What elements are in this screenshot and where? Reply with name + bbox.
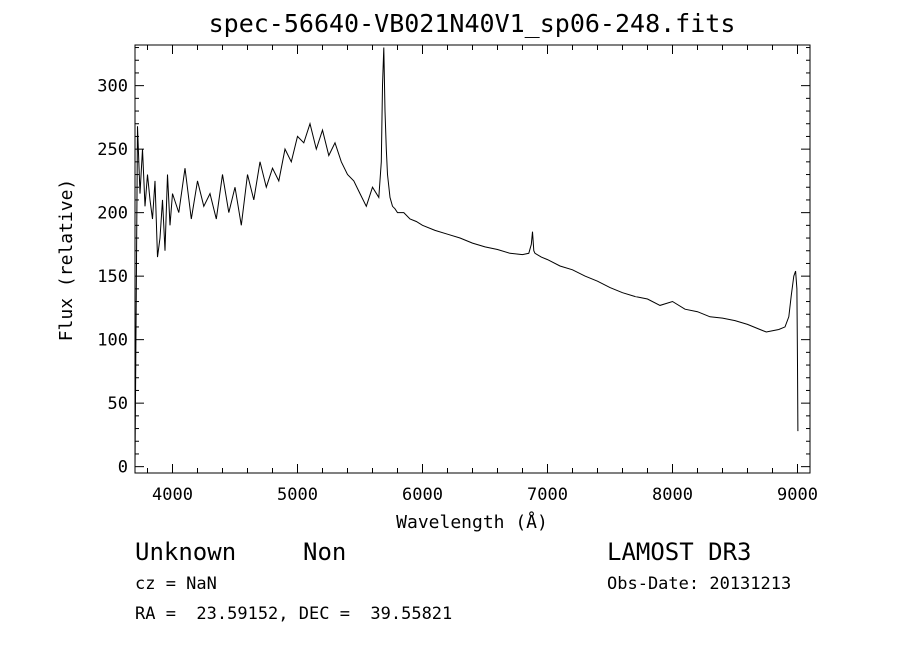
y-tick-label: 0 bbox=[118, 458, 128, 478]
y-tick-label: 150 bbox=[97, 267, 128, 287]
axis-ticks bbox=[135, 45, 810, 473]
x-tick-label: 6000 bbox=[402, 485, 443, 505]
x-axis-label: Wavelength (Å) bbox=[396, 511, 548, 533]
flux-series-line bbox=[134, 47, 799, 467]
object-class-label: Unknown bbox=[135, 538, 237, 566]
y-tick-labels: 0 50 100 150 200 250 300 bbox=[97, 77, 128, 478]
x-tick-label: 4000 bbox=[152, 485, 193, 505]
x-tick-label: 7000 bbox=[527, 485, 568, 505]
y-axis-label: Flux (relative) bbox=[56, 179, 77, 342]
chart-title: spec-56640-VB021N40V1_sp06-248.fits bbox=[209, 9, 736, 38]
x-tick-labels: 4000 5000 6000 7000 8000 9000 bbox=[152, 485, 818, 505]
y-tick-label: 200 bbox=[97, 204, 128, 224]
y-tick-label: 250 bbox=[97, 140, 128, 160]
y-tick-label: 50 bbox=[108, 394, 128, 414]
y-tick-label: 100 bbox=[97, 331, 128, 351]
redshift-text: cz = NaN bbox=[135, 574, 217, 594]
x-tick-label: 9000 bbox=[777, 485, 818, 505]
x-tick-label: 8000 bbox=[652, 485, 693, 505]
survey-label: LAMOST DR3 bbox=[607, 538, 752, 566]
plot-frame bbox=[134, 44, 811, 474]
x-tick-label: 5000 bbox=[277, 485, 318, 505]
object-subclass-label: Non bbox=[303, 538, 347, 566]
obs-date-text: Obs-Date: 20131213 bbox=[607, 574, 792, 594]
coordinates-text: RA = 23.59152, DEC = 39.55821 bbox=[135, 604, 453, 624]
y-tick-label: 300 bbox=[97, 77, 128, 97]
